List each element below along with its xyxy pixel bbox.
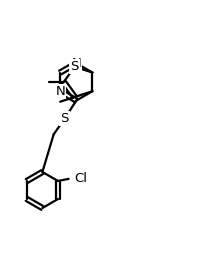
Text: Cl: Cl (74, 172, 87, 185)
Text: N: N (71, 57, 81, 70)
Text: N: N (55, 85, 65, 98)
Text: S: S (60, 112, 69, 125)
Text: S: S (71, 60, 79, 73)
